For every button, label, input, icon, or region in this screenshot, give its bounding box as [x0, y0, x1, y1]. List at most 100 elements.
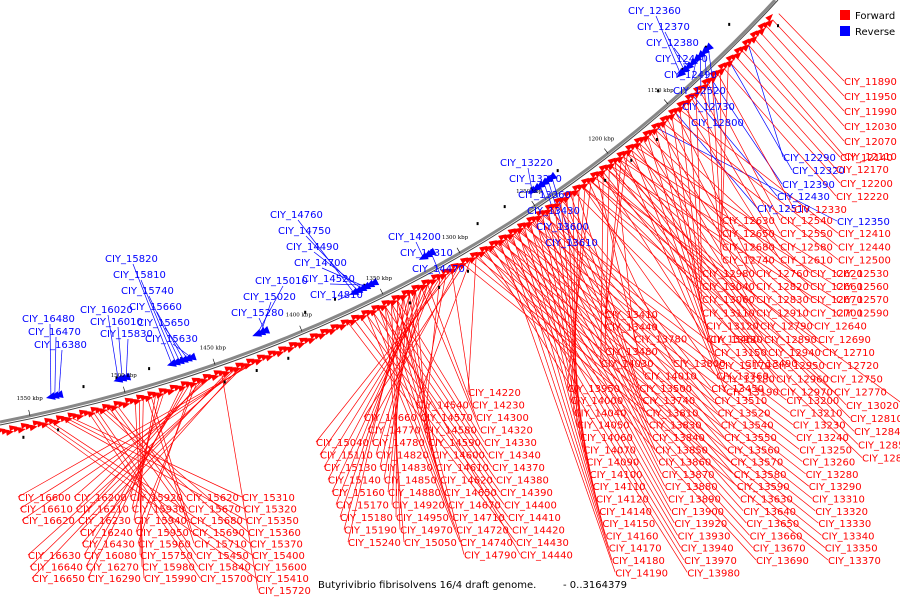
forward-gene-label: CIY_15350 — [246, 516, 299, 527]
reverse-gene-label: CIY_13360 — [518, 190, 571, 201]
forward-gene-label: CIY_13940 — [681, 544, 734, 555]
leader-line — [372, 312, 457, 530]
forward-gene — [468, 257, 477, 264]
leader-line — [415, 291, 429, 443]
reverse-gene-label: CIY_14700 — [294, 258, 347, 269]
forward-gene-label: CIY_12550 — [780, 229, 833, 240]
leader-line — [492, 247, 685, 561]
forward-gene — [99, 408, 108, 415]
leader-line — [151, 397, 193, 532]
forward-gene — [701, 83, 710, 91]
leader-line — [384, 306, 405, 543]
reverse-gene-label: CIY_15820 — [105, 254, 158, 265]
leader-line — [415, 260, 471, 405]
leader-line — [543, 182, 556, 217]
forward-gene — [5, 430, 15, 436]
forward-gene-label: CIY_12530 — [836, 269, 889, 280]
forward-gene-label: CIY_13260 — [802, 458, 855, 469]
forward-gene-label: CIY_13450 — [711, 384, 764, 395]
leader-line — [588, 182, 674, 364]
leader-line — [72, 418, 243, 498]
forward-gene-label: CIY_15720 — [258, 586, 311, 597]
forward-gene-label: CIY_12710 — [822, 348, 875, 359]
forward-gene-label: CIY_15710 — [194, 539, 247, 550]
legend: Forward Reverse — [840, 10, 895, 38]
leader-line — [138, 400, 143, 567]
forward-gene-label: CIY_14400 — [504, 501, 557, 512]
forward-gene-label: CIY_13020 — [846, 401, 899, 412]
leader-line — [297, 219, 355, 294]
forward-gene — [222, 371, 231, 378]
forward-gene-label: CIY_15980 — [142, 563, 195, 574]
forward-gene-label: CIY_15960 — [138, 539, 191, 550]
forward-gene-label: CIY_12880 — [862, 454, 900, 465]
forward-gene-label: CIY_13280 — [806, 470, 859, 481]
tick-line — [212, 358, 216, 365]
forward-gene-label: CIY_13040 — [702, 282, 755, 293]
leader-line — [760, 32, 845, 127]
leader-line — [313, 251, 363, 290]
forward-gene-label: CIY_13190 — [726, 388, 779, 399]
forward-gene — [765, 13, 773, 22]
forward-gene-label: CIY_13580 — [734, 470, 787, 481]
leader-line — [305, 235, 359, 292]
forward-gene-label: CIY_16640 — [30, 563, 83, 574]
forward-gene-label: CIY_11950 — [844, 92, 897, 103]
leader-line — [742, 50, 841, 158]
leader-line — [536, 219, 790, 413]
leader-line — [105, 409, 249, 533]
leader-line — [552, 208, 653, 438]
leader-line — [463, 264, 829, 561]
reverse-gene-label: CIY_15020 — [243, 292, 296, 303]
leader-line — [582, 186, 863, 458]
leader-line — [604, 158, 622, 327]
leader-line — [327, 281, 435, 480]
forward-gene-label: CIY_14160 — [606, 531, 659, 542]
reverse-gene-label: CIY_16020 — [80, 305, 133, 316]
forward-gene-label: CIY_14380 — [496, 476, 549, 487]
leader-line — [703, 51, 711, 113]
forward-gene — [741, 43, 750, 52]
leader-line — [528, 224, 666, 487]
forward-gene-label: CIY_13840 — [652, 433, 705, 444]
forward-gene-label: CIY_16290 — [88, 574, 141, 585]
leader-line — [164, 327, 188, 360]
leader-line — [430, 253, 441, 275]
forward-gene-label: CIY_13880 — [665, 482, 718, 493]
leader-line — [631, 150, 723, 379]
reverse-gene-label: CIY_12510 — [757, 204, 810, 215]
forward-gene-label: CIY_13830 — [649, 421, 702, 432]
forward-gene — [598, 169, 607, 177]
reverse-gene — [704, 42, 714, 52]
leader-line — [367, 267, 459, 430]
forward-gene-label: CIY_14880 — [388, 488, 441, 499]
forward-gene-label: CIY_16240 — [80, 528, 133, 539]
forward-gene — [232, 367, 242, 374]
forward-gene-label: CIY_15190 — [344, 526, 397, 537]
forward-gene — [389, 300, 399, 307]
leader-line — [721, 64, 729, 221]
forward-gene-label: CIY_16270 — [86, 563, 139, 574]
forward-gene-label: CIY_14330 — [484, 438, 537, 449]
tick-line — [28, 409, 31, 416]
forward-gene — [41, 422, 50, 429]
forward-gene-label: CIY_15840 — [198, 563, 251, 574]
leader-line — [385, 306, 493, 468]
forward-gene-label: CIY_12980 — [702, 269, 755, 280]
reverse-gene-label: CIY_13600 — [536, 222, 589, 233]
forward-gene-label: CIY_12500 — [838, 256, 891, 267]
forward-gene-label: CIY_12720 — [826, 361, 879, 372]
forward-gene — [286, 347, 295, 353]
leader-line — [558, 204, 650, 425]
leader-line — [172, 343, 192, 358]
leader-line — [133, 396, 156, 521]
reverse-gene — [528, 185, 538, 194]
tick-mark — [115, 376, 118, 380]
reverse-gene — [422, 249, 433, 258]
leader-line — [534, 220, 662, 475]
leader-line — [512, 235, 610, 548]
leader-line — [717, 74, 795, 210]
forward-gene-label: CIY_14030 — [601, 359, 654, 370]
forward-gene-label: CIY_13330 — [818, 519, 871, 530]
tick-line — [663, 99, 669, 105]
